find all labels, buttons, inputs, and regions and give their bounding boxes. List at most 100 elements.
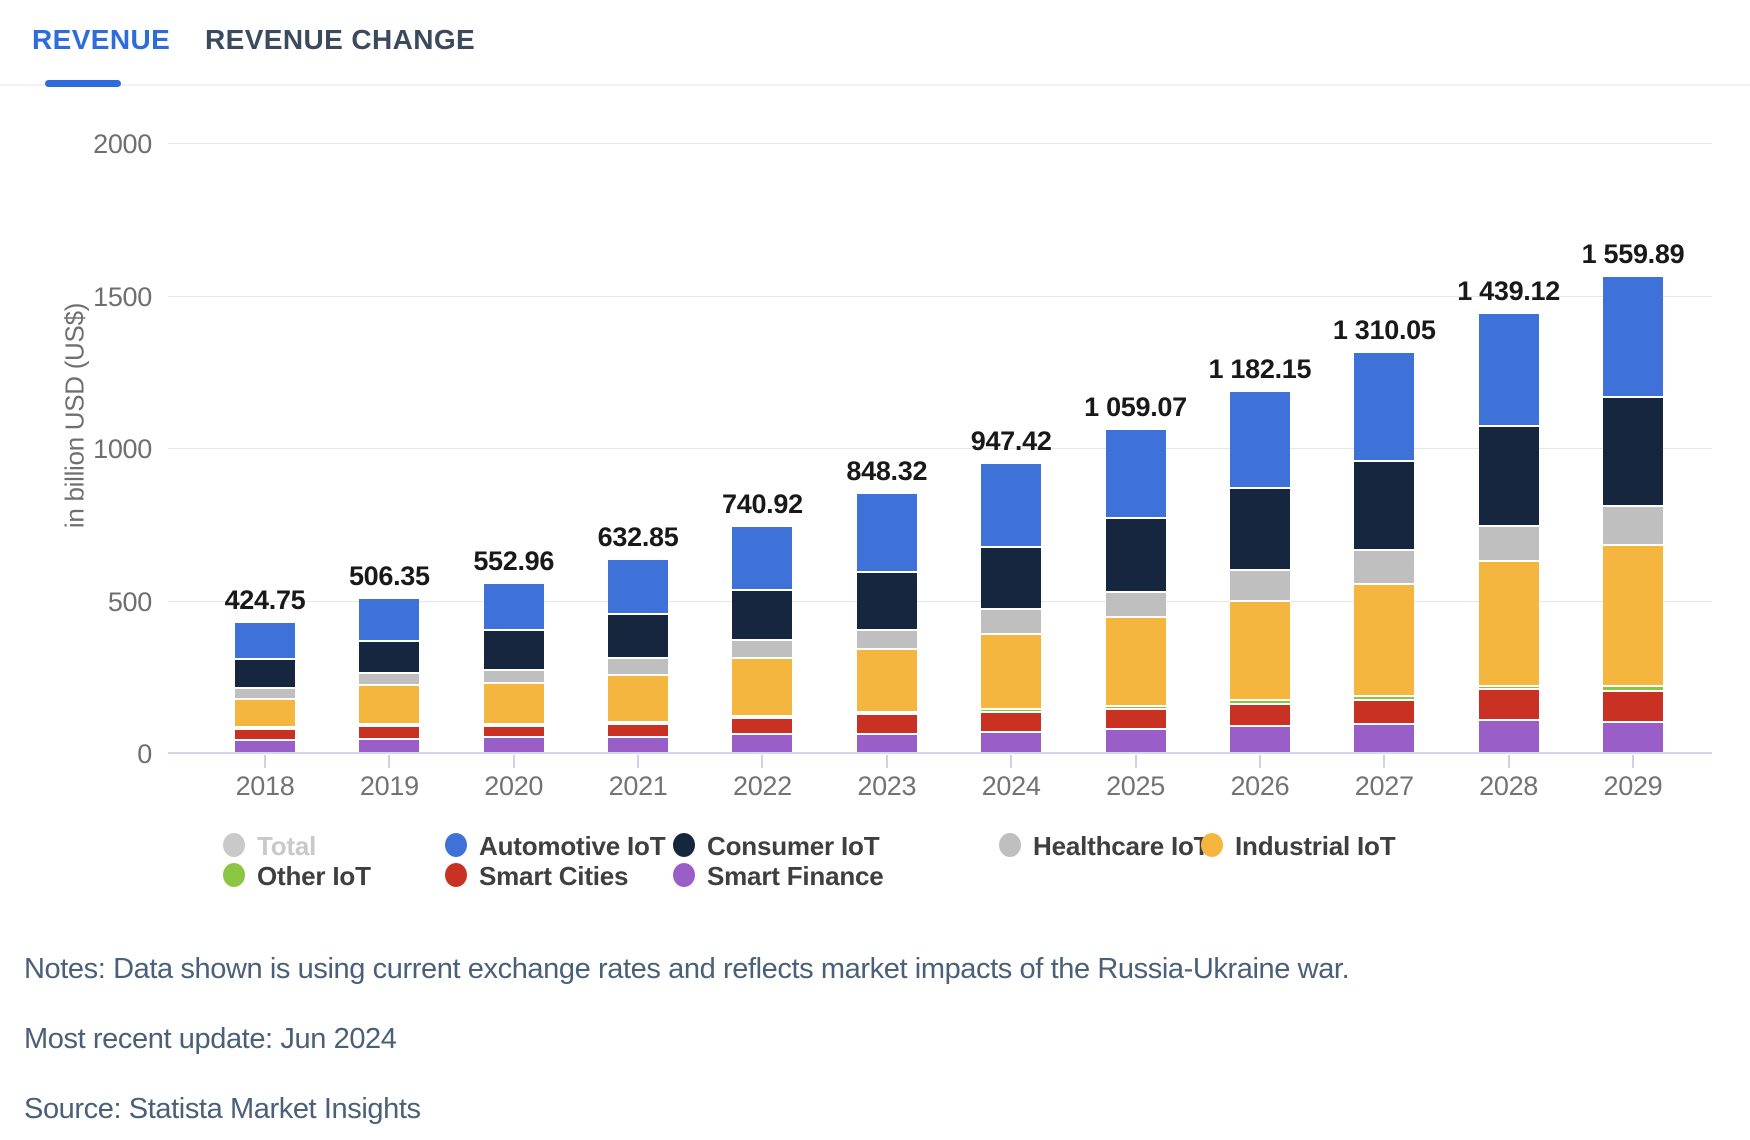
bar-segment-2022-smart-cities[interactable]	[732, 716, 793, 733]
bar-segment-2021-industrial-iot[interactable]	[608, 673, 669, 722]
bar-segment-2029-automotive-iot[interactable]	[1602, 277, 1663, 397]
bar-segment-2025-healthcare-iot[interactable]	[1105, 590, 1166, 616]
bar-segment-2022-other-iot[interactable]	[732, 714, 793, 717]
bar-segment-2026-consumer-iot[interactable]	[1229, 487, 1290, 569]
bar-segment-2021-healthcare-iot[interactable]	[608, 657, 669, 674]
tab-revenue-change[interactable]: REVENUE CHANGE	[205, 24, 476, 55]
bar-segment-2029-smart-cities[interactable]	[1602, 689, 1663, 721]
x-axis-tick-2019	[388, 755, 391, 768]
bar-segment-2029-healthcare-iot[interactable]	[1602, 505, 1663, 545]
bar-segment-2022-smart-finance[interactable]	[732, 732, 793, 753]
bar-segment-2018-healthcare-iot[interactable]	[235, 686, 295, 698]
bar-segment-2028-automotive-iot[interactable]	[1478, 314, 1539, 425]
bar-segment-2025-consumer-iot[interactable]	[1105, 516, 1166, 591]
bar-segment-2018-industrial-iot[interactable]	[235, 697, 295, 726]
bar-segment-2028-consumer-iot[interactable]	[1478, 424, 1539, 525]
legend-dot-healthcare-iot	[999, 833, 1021, 857]
bar-segment-2028-other-iot[interactable]	[1478, 684, 1539, 689]
bar-segment-2029-other-iot[interactable]	[1602, 684, 1663, 690]
legend-label: Healthcare IoT	[1033, 831, 1210, 861]
bar-segment-2028-smart-cities[interactable]	[1478, 688, 1539, 720]
bar-segment-2024-healthcare-iot[interactable]	[981, 607, 1042, 633]
bar-segment-2025-smart-cities[interactable]	[1105, 707, 1166, 729]
bar-segment-2027-smart-finance[interactable]	[1354, 723, 1415, 753]
bar-segment-2023-other-iot[interactable]	[856, 710, 917, 714]
bar-segment-2020-smart-cities[interactable]	[483, 725, 544, 737]
bar-segment-2028-healthcare-iot[interactable]	[1478, 524, 1539, 561]
bar-segment-2019-healthcare-iot[interactable]	[359, 672, 420, 684]
tab-revenue[interactable]: REVENUE	[32, 24, 171, 55]
bar-segment-2020-healthcare-iot[interactable]	[483, 668, 544, 683]
bar-segment-2026-smart-cities[interactable]	[1229, 702, 1290, 726]
bar-segment-2026-automotive-iot[interactable]	[1229, 392, 1290, 488]
bar-segment-2019-other-iot[interactable]	[359, 723, 420, 726]
bar-segment-2020-automotive-iot[interactable]	[483, 584, 544, 630]
bar-segment-2027-automotive-iot[interactable]	[1354, 353, 1415, 460]
bar-segment-2027-smart-cities[interactable]	[1354, 699, 1415, 724]
bar-segment-2024-smart-finance[interactable]	[981, 730, 1042, 753]
bar-segment-2023-smart-cities[interactable]	[856, 713, 917, 733]
bar-segment-2026-healthcare-iot[interactable]	[1229, 568, 1290, 600]
bar-segment-2021-consumer-iot[interactable]	[608, 613, 669, 658]
bar-segment-2023-smart-finance[interactable]	[856, 732, 917, 753]
bar-segment-2022-consumer-iot[interactable]	[732, 589, 793, 640]
bar-segment-2027-consumer-iot[interactable]	[1354, 459, 1415, 550]
bar-segment-2018-automotive-iot[interactable]	[235, 623, 295, 658]
bar-2022	[732, 527, 793, 753]
bar-segment-2022-automotive-iot[interactable]	[732, 527, 793, 590]
bar-segment-2020-consumer-iot[interactable]	[483, 629, 544, 669]
bar-segment-2019-industrial-iot[interactable]	[359, 683, 420, 724]
bar-segment-2028-smart-finance[interactable]	[1478, 719, 1539, 753]
bar-segment-2019-smart-finance[interactable]	[359, 737, 420, 753]
bar-segment-2020-smart-finance[interactable]	[483, 736, 544, 753]
bar-segment-2023-automotive-iot[interactable]	[856, 494, 917, 571]
bar-segment-2018-consumer-iot[interactable]	[235, 657, 295, 687]
bar-segment-2025-automotive-iot[interactable]	[1105, 430, 1166, 517]
bar-segment-2029-consumer-iot[interactable]	[1602, 396, 1663, 506]
legend-dot-consumer-iot	[673, 833, 695, 857]
bar-segment-2023-industrial-iot[interactable]	[856, 648, 917, 711]
bar-segment-2027-other-iot[interactable]	[1354, 695, 1415, 700]
x-axis-line	[168, 752, 1712, 754]
bar-segment-2027-healthcare-iot[interactable]	[1354, 549, 1415, 584]
bar-segment-2025-industrial-iot[interactable]	[1105, 615, 1166, 706]
bar-segment-2028-industrial-iot[interactable]	[1478, 560, 1539, 685]
bar-segment-2024-smart-cities[interactable]	[981, 710, 1042, 731]
bar-segment-2020-industrial-iot[interactable]	[483, 682, 544, 724]
x-axis-tick-2026	[1258, 755, 1261, 768]
bar-segment-2019-consumer-iot[interactable]	[359, 640, 420, 673]
bar-segment-2025-other-iot[interactable]	[1105, 705, 1166, 708]
bar-segment-2018-smart-cities[interactable]	[235, 727, 295, 739]
bar-segment-2025-smart-finance[interactable]	[1105, 728, 1166, 753]
y-tick-label-1000: 1000	[93, 434, 152, 464]
bar-segment-2026-other-iot[interactable]	[1229, 699, 1290, 703]
bar-segment-2021-other-iot[interactable]	[608, 721, 669, 724]
x-axis-label-2026: 2026	[1230, 771, 1290, 801]
bar-segment-2027-industrial-iot[interactable]	[1354, 583, 1415, 696]
bar-segment-2021-smart-finance[interactable]	[608, 735, 669, 753]
bar-segment-2024-consumer-iot[interactable]	[981, 545, 1042, 608]
bar-segment-2026-smart-finance[interactable]	[1229, 725, 1290, 753]
bar-segment-2022-healthcare-iot[interactable]	[732, 639, 793, 657]
bar-segment-2024-industrial-iot[interactable]	[981, 632, 1042, 709]
bar-segment-2019-automotive-iot[interactable]	[359, 598, 420, 640]
bar-segment-2020-other-iot[interactable]	[483, 723, 544, 726]
bar-segment-2023-healthcare-iot[interactable]	[856, 628, 917, 649]
gridline-500	[168, 600, 1712, 602]
bar-segment-2026-industrial-iot[interactable]	[1229, 599, 1290, 700]
bar-segment-2022-industrial-iot[interactable]	[732, 656, 793, 715]
bar-segment-2019-smart-cities[interactable]	[359, 725, 420, 738]
bar-segment-2024-other-iot[interactable]	[981, 708, 1042, 711]
bar-segment-2029-industrial-iot[interactable]	[1602, 544, 1663, 685]
chart-update: Most recent update: Jun 2024	[24, 1023, 397, 1055]
bar-segment-2029-smart-finance[interactable]	[1602, 720, 1663, 753]
bar-segment-2021-automotive-iot[interactable]	[608, 559, 669, 614]
bar-segment-2024-automotive-iot[interactable]	[981, 464, 1042, 546]
bar-segment-2018-smart-finance[interactable]	[235, 738, 295, 753]
bar-segment-2021-smart-cities[interactable]	[608, 723, 669, 736]
bar-segment-2018-other-iot[interactable]	[235, 725, 295, 728]
gridline-1000	[168, 448, 1712, 449]
bar-2023	[856, 494, 917, 753]
bar-segment-2023-consumer-iot[interactable]	[856, 570, 917, 629]
